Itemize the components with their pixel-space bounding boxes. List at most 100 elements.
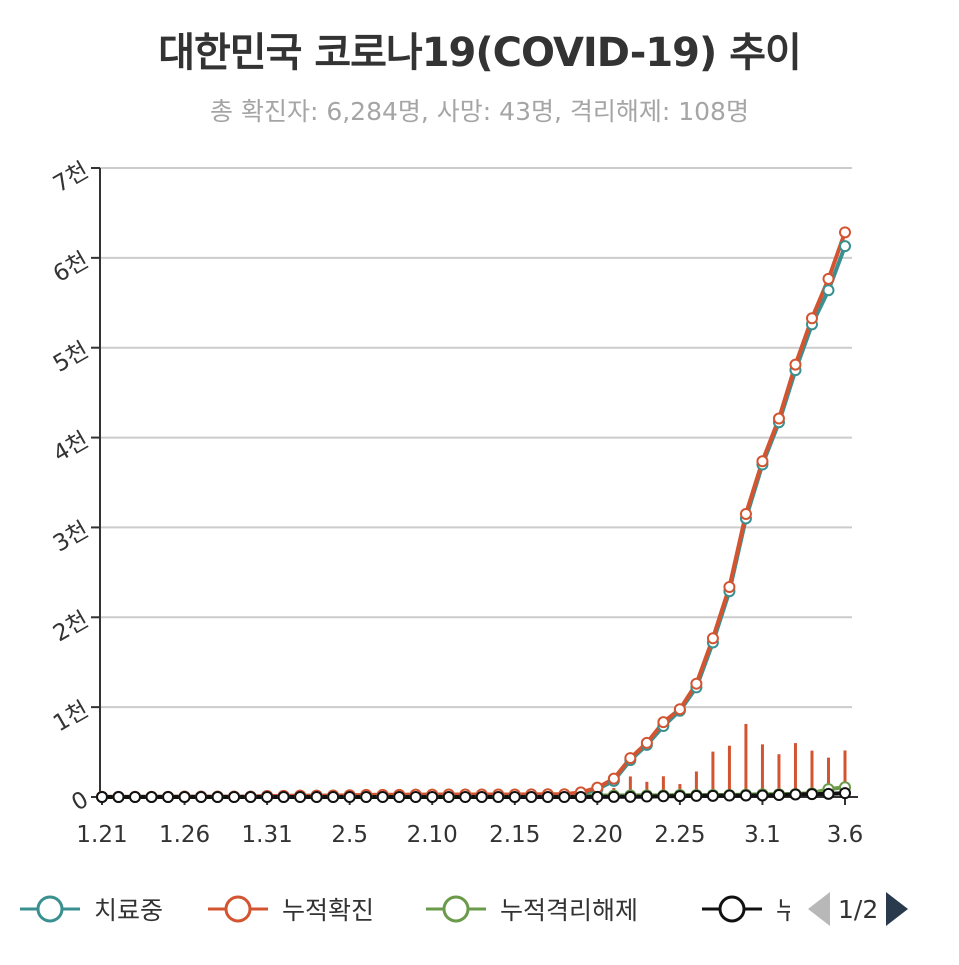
- y-tick-label: 3천: [49, 517, 93, 557]
- data-point: [723, 789, 736, 802]
- x-tick-label: 2.5: [331, 822, 368, 848]
- data-point: [723, 581, 736, 594]
- chart-title: 대한민국 코로나19(COVID-19) 추이: [158, 30, 802, 76]
- x-tick-label: 1.21: [76, 822, 127, 848]
- data-point: [277, 791, 290, 803]
- series-line: [102, 231, 847, 799]
- data-point: [624, 790, 637, 803]
- legend-item[interactable]: 치료중: [18, 891, 198, 927]
- data-point: [772, 412, 785, 425]
- data-point: [591, 790, 604, 803]
- data-point: [162, 791, 175, 803]
- legend-label: 누적격리해제: [500, 896, 639, 925]
- data-point: [492, 791, 505, 803]
- data-point: [607, 772, 620, 785]
- daily-new-bar: [760, 744, 764, 797]
- data-point: [294, 791, 307, 803]
- y-tick-label: 2천: [49, 607, 93, 647]
- data-point: [96, 791, 108, 803]
- daily-new-bar: [727, 745, 731, 797]
- daily-new-bar: [777, 754, 781, 797]
- data-point: [690, 677, 703, 690]
- data-point: [244, 791, 257, 803]
- data-point: [261, 791, 274, 803]
- data-point: [657, 716, 670, 729]
- data-point: [822, 284, 835, 297]
- data-point: [558, 791, 571, 803]
- x-tick-label: 2.25: [654, 822, 705, 848]
- legend-marker-icon: [208, 895, 268, 923]
- chart-subtitle: 총 확진자: 6,284명, 사망: 43명, 격리해제: 108명: [210, 97, 749, 126]
- data-point: [822, 272, 835, 285]
- data-point: [360, 791, 373, 803]
- daily-new-bar: [711, 751, 715, 797]
- data-point: [393, 791, 406, 803]
- y-tick-label: 0: [67, 787, 93, 817]
- daily-new-bar: [810, 750, 814, 797]
- data-point: [574, 791, 587, 803]
- data-point: [706, 789, 719, 802]
- data-point: [426, 791, 439, 803]
- daily-new-bar: [628, 776, 632, 797]
- data-point: [756, 789, 769, 802]
- data-point: [525, 791, 538, 803]
- data-point: [756, 455, 769, 468]
- data-point: [673, 790, 686, 803]
- data-point: [475, 791, 488, 803]
- data-point: [673, 703, 686, 716]
- data-point: [376, 791, 389, 803]
- data-point: [129, 791, 142, 803]
- x-tick-label: 3.1: [744, 822, 781, 848]
- data-point: [409, 791, 422, 803]
- legend-item[interactable]: 누적확진: [206, 891, 416, 927]
- daily-new-bar: [843, 750, 847, 797]
- data-point: [624, 752, 637, 765]
- data-point: [839, 787, 851, 800]
- data-point: [541, 791, 554, 803]
- data-point: [657, 790, 670, 803]
- data-point: [327, 791, 340, 803]
- legend-prev-arrow-icon[interactable]: [808, 892, 830, 926]
- data-point: [178, 791, 191, 803]
- legend-pager: 1/2: [808, 891, 909, 927]
- data-point: [789, 788, 802, 801]
- data-point: [145, 791, 158, 803]
- y-tick-label: 4천: [49, 427, 93, 467]
- data-point: [195, 791, 208, 803]
- data-point: [228, 791, 241, 803]
- series-line: [102, 245, 847, 799]
- data-point: [805, 312, 818, 325]
- x-tick-label: 2.15: [489, 822, 540, 848]
- data-point: [112, 791, 125, 803]
- y-tick-label: 7천: [49, 158, 93, 198]
- data-point: [310, 791, 323, 803]
- y-tick-label: 5천: [49, 337, 93, 377]
- legend-label: 누적사망: [776, 896, 790, 925]
- data-point: [459, 791, 472, 803]
- y-tick-label: 6천: [49, 247, 93, 287]
- series-line: [102, 791, 846, 799]
- daily-new-bar: [744, 723, 748, 797]
- legend-item[interactable]: 누적사망: [700, 891, 790, 927]
- legend-marker-icon: [702, 895, 762, 923]
- x-tick-label: 2.10: [407, 822, 458, 848]
- data-point: [839, 240, 851, 253]
- daily-new-bar: [826, 757, 830, 797]
- data-point: [706, 632, 719, 645]
- legend-next-arrow-icon[interactable]: [886, 892, 909, 926]
- daily-new-bar: [661, 776, 665, 797]
- legend-label: 치료중: [94, 896, 164, 925]
- x-tick-label: 1.31: [242, 822, 293, 848]
- legend-page-indicator: 1/2: [838, 894, 879, 924]
- daily-new-bar: [694, 771, 698, 797]
- legend-item[interactable]: 누적격리해제: [424, 891, 694, 927]
- chart-legend: 1/2 치료중 누적확진 누적격리해제 누적사망: [0, 885, 959, 935]
- data-point: [343, 791, 356, 803]
- y-tick-label: 1천: [49, 697, 93, 737]
- data-point: [789, 358, 802, 371]
- legend-marker-icon: [20, 895, 80, 923]
- data-point: [839, 226, 851, 239]
- x-tick-label: 3.6: [827, 822, 864, 848]
- data-point: [805, 788, 818, 801]
- daily-new-bar: [793, 743, 797, 797]
